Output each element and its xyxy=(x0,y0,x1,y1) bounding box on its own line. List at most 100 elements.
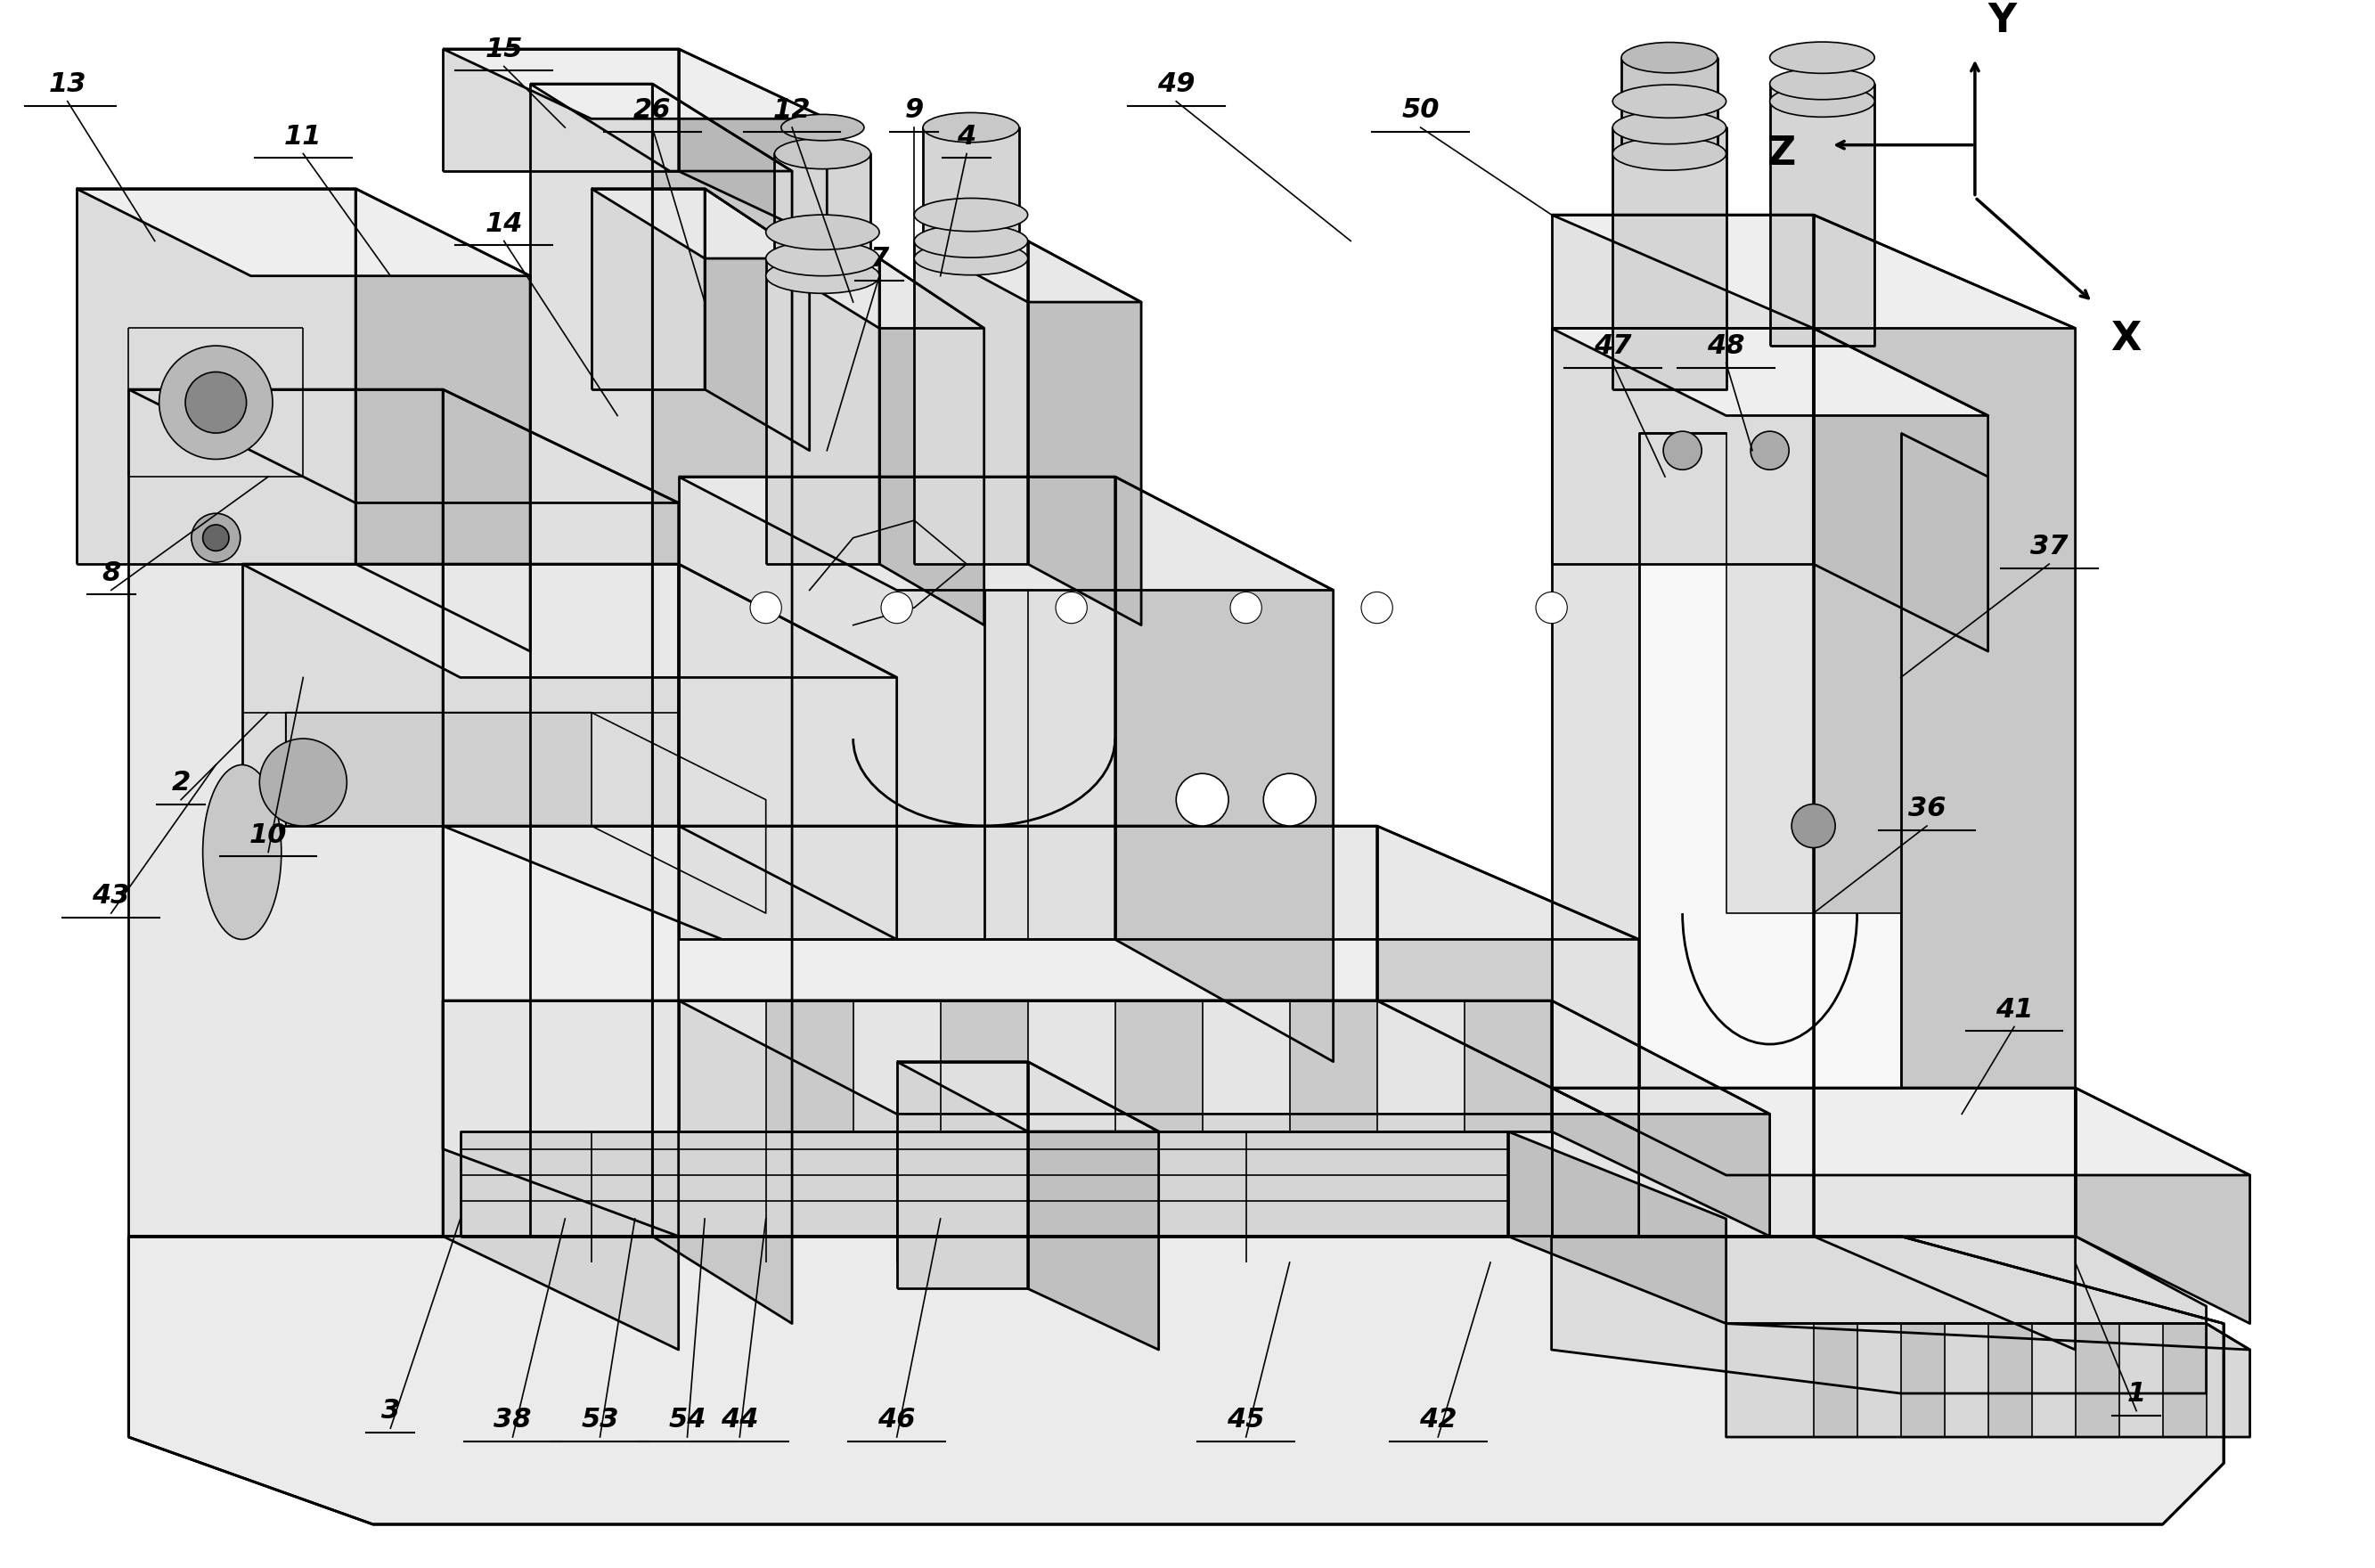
Polygon shape xyxy=(1988,1323,2031,1436)
Text: X: X xyxy=(2111,320,2140,358)
Ellipse shape xyxy=(774,138,872,169)
Polygon shape xyxy=(1378,826,1639,1132)
Polygon shape xyxy=(1028,241,1142,626)
Polygon shape xyxy=(1551,1000,1769,1236)
Polygon shape xyxy=(242,564,898,677)
Polygon shape xyxy=(679,477,1114,939)
Polygon shape xyxy=(1814,328,1988,651)
Polygon shape xyxy=(128,1236,2223,1524)
Circle shape xyxy=(159,345,273,459)
Polygon shape xyxy=(1814,1323,1857,1436)
Text: 44: 44 xyxy=(720,1406,758,1433)
Ellipse shape xyxy=(1769,42,1874,74)
Circle shape xyxy=(1230,593,1261,624)
Polygon shape xyxy=(679,1000,1551,1132)
Polygon shape xyxy=(774,154,872,276)
Polygon shape xyxy=(442,389,679,1350)
Polygon shape xyxy=(1551,328,1988,416)
Polygon shape xyxy=(765,259,879,564)
Polygon shape xyxy=(2076,1323,2118,1436)
Polygon shape xyxy=(914,241,1028,564)
Text: 41: 41 xyxy=(1995,997,2033,1022)
Polygon shape xyxy=(1028,1062,1159,1350)
Polygon shape xyxy=(914,241,1142,303)
Ellipse shape xyxy=(781,114,864,141)
Polygon shape xyxy=(1465,1000,1551,1132)
Text: 1: 1 xyxy=(2128,1381,2147,1406)
Text: 36: 36 xyxy=(1907,795,1945,822)
Ellipse shape xyxy=(914,241,1028,274)
Polygon shape xyxy=(442,49,679,171)
Ellipse shape xyxy=(202,765,280,939)
Polygon shape xyxy=(128,389,679,503)
Circle shape xyxy=(1361,593,1392,624)
Polygon shape xyxy=(1622,58,1717,154)
Polygon shape xyxy=(461,1132,1508,1236)
Polygon shape xyxy=(1551,1088,2249,1174)
Polygon shape xyxy=(1769,83,1874,345)
Text: 12: 12 xyxy=(774,97,810,124)
Polygon shape xyxy=(705,188,810,450)
Polygon shape xyxy=(356,188,530,651)
Polygon shape xyxy=(1551,1088,2076,1236)
Circle shape xyxy=(1750,431,1788,470)
Polygon shape xyxy=(653,83,791,1323)
Text: Z: Z xyxy=(1767,135,1795,172)
Polygon shape xyxy=(1814,215,2076,1350)
Polygon shape xyxy=(1551,215,1814,1236)
Polygon shape xyxy=(242,564,679,826)
Text: 54: 54 xyxy=(667,1406,705,1433)
Circle shape xyxy=(1054,593,1088,624)
Polygon shape xyxy=(2164,1323,2206,1436)
Ellipse shape xyxy=(765,259,879,293)
Circle shape xyxy=(881,593,912,624)
Text: 15: 15 xyxy=(484,36,522,63)
Polygon shape xyxy=(679,477,1332,590)
Polygon shape xyxy=(898,1062,1159,1132)
Ellipse shape xyxy=(1613,136,1727,171)
Ellipse shape xyxy=(1769,67,1874,99)
Circle shape xyxy=(259,739,347,826)
Circle shape xyxy=(185,372,247,433)
Text: 3: 3 xyxy=(380,1399,399,1424)
Polygon shape xyxy=(1508,1132,1727,1323)
Ellipse shape xyxy=(765,241,879,276)
Circle shape xyxy=(202,525,228,550)
Polygon shape xyxy=(1114,477,1332,1062)
Text: 42: 42 xyxy=(1420,1406,1456,1433)
Polygon shape xyxy=(1114,1000,1202,1132)
Text: 14: 14 xyxy=(484,210,522,237)
Polygon shape xyxy=(442,826,1378,1000)
Circle shape xyxy=(750,593,781,624)
Polygon shape xyxy=(76,188,530,276)
Ellipse shape xyxy=(1613,85,1727,118)
Text: 38: 38 xyxy=(494,1406,532,1433)
Text: 7: 7 xyxy=(869,246,888,271)
Text: 48: 48 xyxy=(1708,332,1746,359)
Text: 47: 47 xyxy=(1594,332,1632,359)
Polygon shape xyxy=(1639,433,1900,1088)
Circle shape xyxy=(1537,593,1568,624)
Polygon shape xyxy=(76,188,356,564)
Polygon shape xyxy=(442,1000,1639,1236)
Text: 26: 26 xyxy=(634,97,672,124)
Ellipse shape xyxy=(914,224,1028,257)
Polygon shape xyxy=(1727,1323,2249,1436)
Polygon shape xyxy=(1551,1236,2206,1394)
Circle shape xyxy=(1176,773,1228,826)
Polygon shape xyxy=(128,1236,2223,1524)
Polygon shape xyxy=(128,389,442,1236)
Circle shape xyxy=(1662,431,1700,470)
Ellipse shape xyxy=(1613,111,1727,144)
Ellipse shape xyxy=(914,198,1028,232)
Polygon shape xyxy=(679,1000,1769,1113)
Polygon shape xyxy=(1290,1000,1378,1132)
Ellipse shape xyxy=(765,215,879,249)
Text: 2: 2 xyxy=(171,770,190,795)
Text: 10: 10 xyxy=(249,822,287,848)
Text: 50: 50 xyxy=(1401,97,1439,124)
Polygon shape xyxy=(679,49,826,241)
Text: 46: 46 xyxy=(879,1406,917,1433)
Circle shape xyxy=(1264,773,1316,826)
Text: 49: 49 xyxy=(1157,71,1195,97)
